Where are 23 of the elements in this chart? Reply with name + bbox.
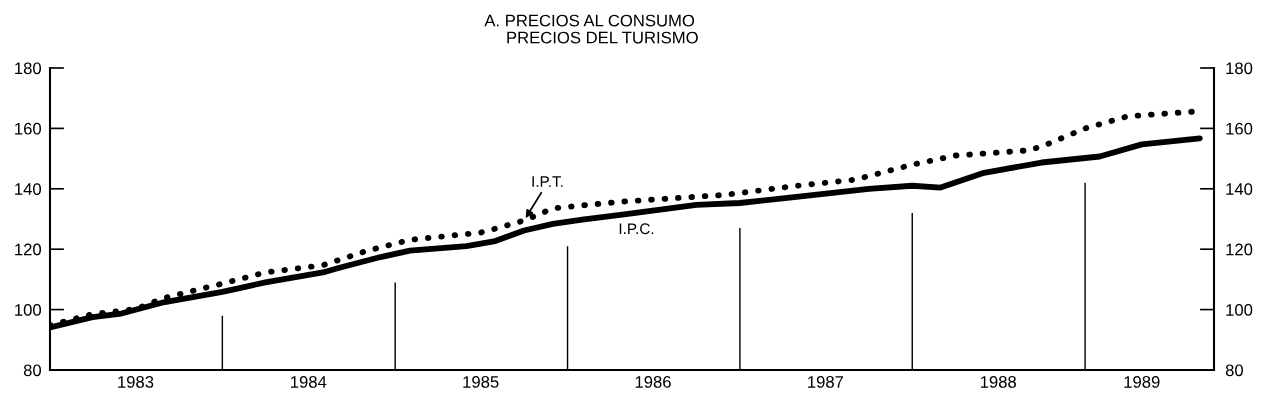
x-tick-label: 1985 — [463, 376, 499, 388]
chart-title: A. PRECIOS AL CONSUMO — [484, 14, 695, 27]
y-tick-label: 160 — [15, 122, 42, 135]
y-tick-label: 180 — [15, 62, 42, 75]
y-tick-label: 120 — [15, 243, 42, 256]
x-tick-label: 1988 — [980, 376, 1017, 388]
y-tick-label: 100 — [15, 304, 42, 316]
y2-tick-label: 100 — [1226, 304, 1253, 316]
y2-tick-label: 140 — [1226, 183, 1253, 195]
y-tick-label: 140 — [15, 183, 42, 195]
annotation: I.P.C. — [619, 223, 654, 235]
y2-tick-label: 80 — [1225, 364, 1243, 377]
y2-tick-label: 160 — [1226, 122, 1253, 135]
x-tick-label: 1986 — [635, 376, 671, 388]
x-tick-label: 1984 — [291, 376, 327, 388]
y2-tick-label: 180 — [1226, 62, 1253, 75]
y2-tick-label: 120 — [1226, 243, 1253, 256]
x-tick-label: 1983 — [118, 376, 154, 388]
chart-subtitle: PRECIOS DEL TURISMO — [507, 31, 698, 44]
y-tick-label: 80 — [23, 364, 42, 377]
annotation: I.P.T. — [532, 176, 563, 187]
x-tick-label: 1987 — [808, 376, 844, 388]
x-tick-label: 1989 — [1124, 376, 1160, 388]
